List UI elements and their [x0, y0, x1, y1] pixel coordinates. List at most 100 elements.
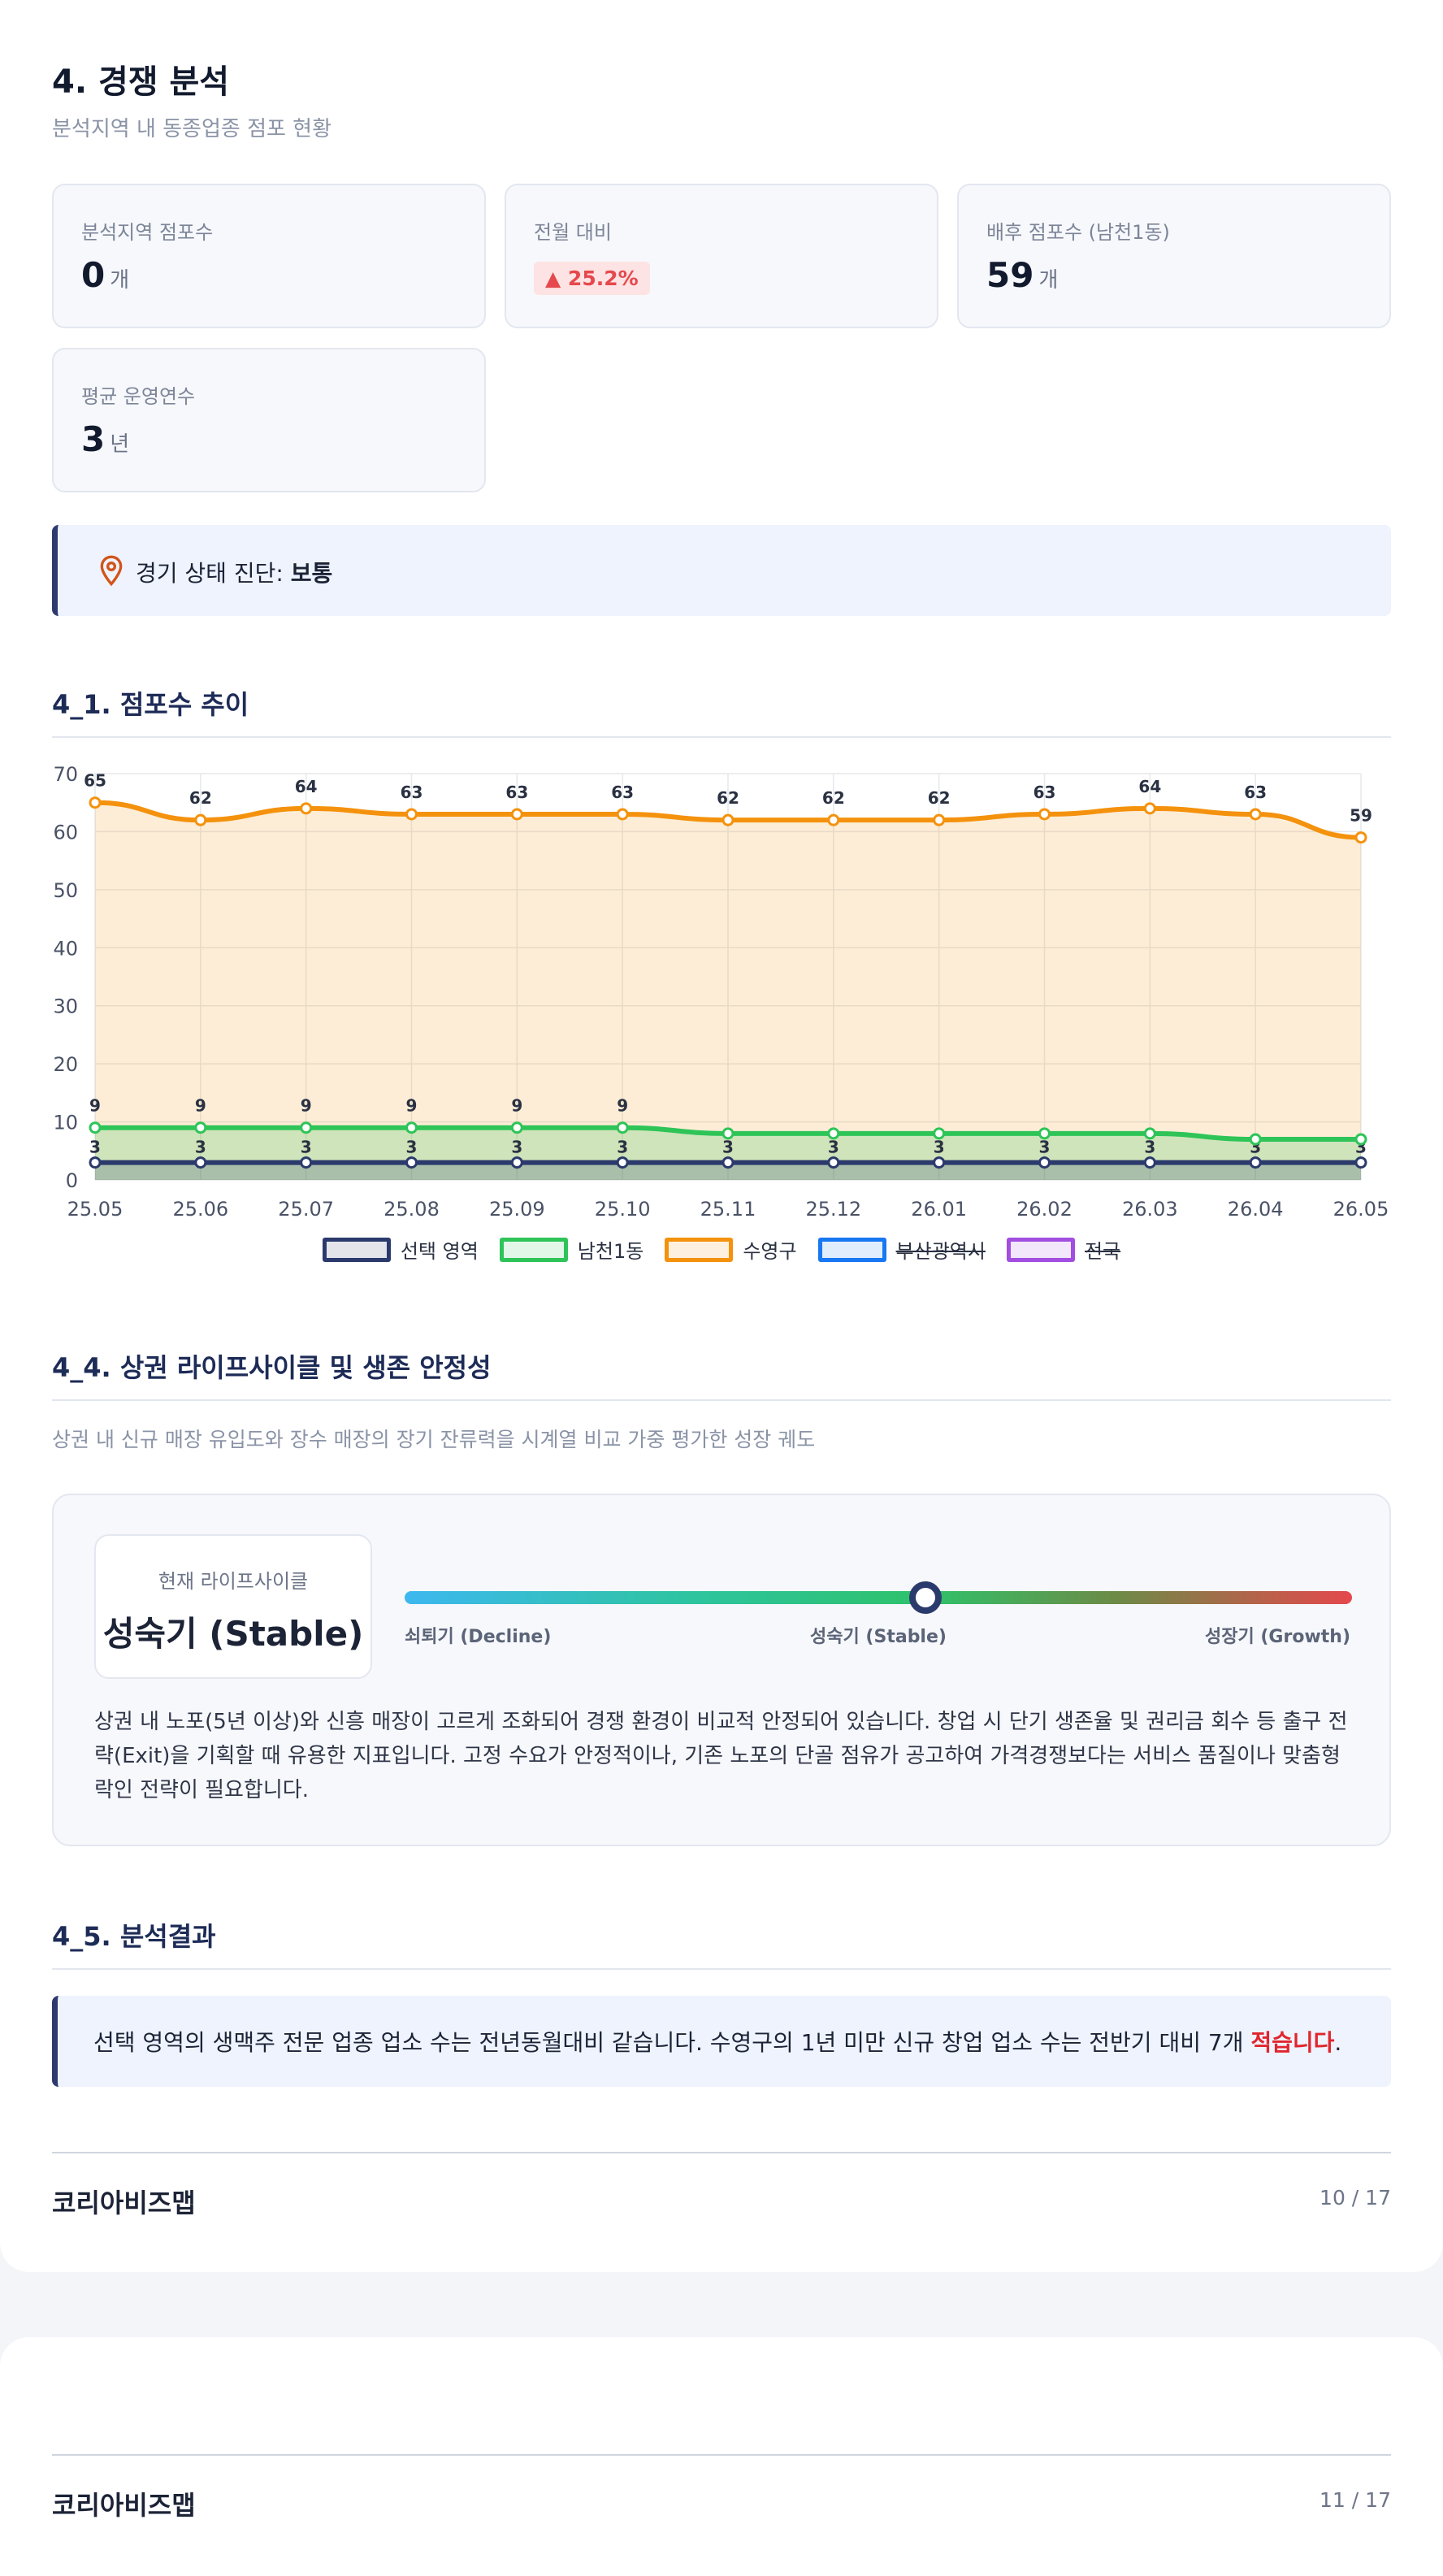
section-header-trend: 4_1. 점포수 추이	[52, 684, 1391, 738]
change-badge: ▲ 25.2%	[534, 262, 650, 295]
gauge-label-growth: 성장기 (Growth)	[1204, 1627, 1350, 1647]
page-title: 4. 경쟁 분석	[52, 63, 230, 101]
page-footer: 코리아비즈맵 10 / 17	[52, 2152, 1391, 2218]
result-text: 선택 영역의 생맥주 전문 업종 업소 수는 전년동월대비 같습니다. 수영구의…	[93, 2029, 1342, 2056]
data-point	[1038, 1156, 1051, 1169]
x-tick-label: 26.05	[1333, 1198, 1389, 1221]
legend-item[interactable]: 부산광역시	[817, 1235, 986, 1264]
page-footer: 코리아비즈맵 11 / 17	[52, 2454, 1391, 2521]
location-pin-icon	[100, 555, 123, 587]
stat-label: 분석지역 점포수	[81, 221, 214, 244]
data-point	[933, 813, 946, 826]
data-label: 3	[1144, 1138, 1155, 1157]
data-label: 64	[1138, 777, 1161, 796]
result-highlight: 적습니다	[1250, 2029, 1335, 2056]
data-point	[1143, 1156, 1156, 1169]
x-tick-label: 25.11	[700, 1198, 756, 1221]
data-point	[1038, 1127, 1051, 1140]
data-point	[194, 1156, 207, 1169]
legend-swatch	[322, 1237, 391, 1262]
store-count-trend-chart: 0 10 20 30 40 50 60 70 25.05 25.06 25.07 25.08 25.09…	[53, 763, 1389, 1221]
x-tick-label: 26.02	[1016, 1198, 1072, 1221]
data-point	[616, 1121, 629, 1134]
legend-swatch	[499, 1237, 568, 1262]
data-point	[827, 1127, 840, 1140]
x-tick-label: 26.01	[911, 1198, 967, 1221]
data-point	[722, 813, 734, 826]
legend-label: 남천1동	[577, 1240, 644, 1263]
data-point	[1143, 802, 1156, 815]
data-label: 9	[301, 1096, 312, 1116]
data-point	[89, 796, 102, 809]
legend-label: 수영구	[743, 1240, 797, 1263]
data-point	[1038, 808, 1051, 821]
data-point	[1249, 808, 1262, 821]
gauge-label-decline: 쇠퇴기 (Decline)	[405, 1627, 552, 1647]
y-tick-label: 70	[53, 763, 78, 786]
chart-legend: 선택 영역 남천1동 수영구 부산광역시 전국	[0, 1235, 1443, 1264]
data-point	[933, 1127, 946, 1140]
y-tick-label: 30	[53, 995, 78, 1018]
data-label: 3	[195, 1138, 206, 1157]
legend-swatch	[1006, 1237, 1075, 1262]
data-label: 9	[406, 1096, 418, 1116]
x-tick-label: 26.04	[1228, 1198, 1284, 1221]
gauge-indicator	[909, 1581, 942, 1614]
x-tick-label: 25.08	[384, 1198, 440, 1221]
legend-item[interactable]: 남천1동	[499, 1235, 644, 1264]
legend-label: 전국	[1084, 1240, 1121, 1263]
data-label: 63	[401, 783, 423, 802]
legend-swatch	[817, 1237, 886, 1262]
data-point	[89, 1156, 102, 1169]
data-label: 3	[301, 1138, 312, 1157]
lifecycle-stage: 성숙기 (Stable)	[102, 1614, 364, 1654]
y-tick-label: 50	[53, 879, 78, 902]
legend-item[interactable]: 수영구	[665, 1235, 797, 1264]
y-tick-label: 0	[66, 1169, 78, 1192]
data-label: 3	[722, 1138, 734, 1157]
data-label: 59	[1350, 806, 1372, 826]
data-point	[300, 1156, 313, 1169]
data-label: 62	[189, 788, 212, 808]
x-tick-label: 25.06	[172, 1198, 228, 1221]
gauge-label-stable: 성숙기 (Stable)	[810, 1627, 947, 1647]
data-point	[616, 1156, 629, 1169]
data-point	[194, 1121, 207, 1134]
data-point	[1354, 831, 1367, 844]
data-label: 3	[934, 1138, 945, 1157]
data-point	[510, 808, 523, 821]
x-tick-label: 25.05	[67, 1198, 124, 1221]
stat-label: 전월 대비	[534, 221, 612, 244]
data-point	[722, 1127, 734, 1140]
legend-item[interactable]: 선택 영역	[322, 1235, 479, 1264]
lifecycle-card-label: 현재 라이프사이클	[158, 1570, 309, 1593]
x-tick-label: 25.12	[805, 1198, 861, 1221]
data-label: 3	[511, 1138, 522, 1157]
stat-card-background-stores: 배후 점포수 (남천1동) 59 개	[957, 184, 1391, 328]
data-point	[300, 1121, 313, 1134]
stat-label: 배후 점포수 (남천1동)	[986, 221, 1170, 244]
data-label: 3	[828, 1138, 839, 1157]
data-label: 3	[617, 1138, 628, 1157]
data-label: 3	[406, 1138, 418, 1157]
footer-brand: 코리아비즈맵	[52, 2188, 196, 2218]
stat-value: 59 개	[986, 255, 1059, 295]
economy-diagnosis-banner: 경기 상태 진단: 보통	[52, 525, 1391, 616]
diagnosis-text: 경기 상태 진단: 보통	[136, 560, 333, 587]
lifecycle-description: 상권 내 노포(5년 이상)와 신흥 매장이 고르게 조화되어 경쟁 환경이 비…	[94, 1710, 1348, 1802]
data-label: 9	[195, 1096, 206, 1116]
legend-label: 선택 영역	[400, 1240, 479, 1263]
data-point	[1143, 1127, 1156, 1140]
data-point	[1249, 1156, 1262, 1169]
data-label: 64	[295, 777, 318, 796]
y-tick-label: 60	[53, 821, 78, 843]
data-label: 63	[505, 783, 528, 802]
x-tick-label: 25.07	[278, 1198, 334, 1221]
data-point	[1249, 1133, 1262, 1146]
legend-item[interactable]: 전국	[1006, 1235, 1121, 1264]
